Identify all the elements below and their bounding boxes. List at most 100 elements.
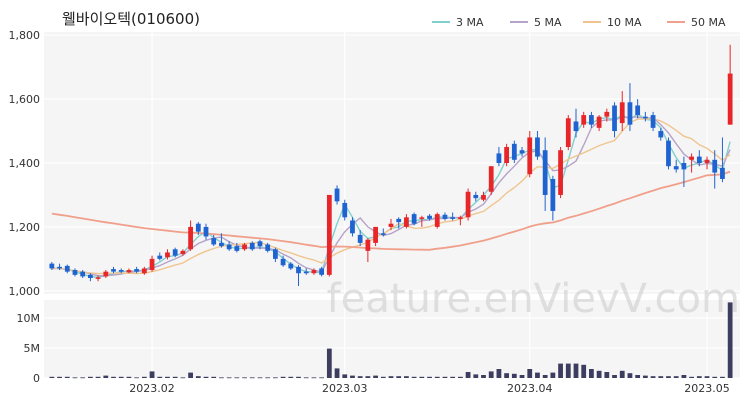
candle-body bbox=[558, 150, 563, 195]
date-tick-label: 2023.04 bbox=[507, 382, 553, 395]
candle-body bbox=[342, 202, 348, 218]
candle-body bbox=[712, 159, 718, 173]
volume-bar bbox=[527, 369, 533, 378]
volume-bar bbox=[573, 363, 579, 378]
price-tick-label: 1,800 bbox=[9, 29, 41, 42]
candle-body bbox=[627, 102, 633, 125]
date-tick-label: 2023.02 bbox=[129, 382, 175, 395]
candle-body bbox=[172, 249, 178, 256]
candle-body bbox=[265, 244, 271, 251]
candle-body bbox=[350, 220, 355, 234]
legend-label: 50 MA bbox=[691, 16, 726, 29]
candle-body bbox=[612, 105, 617, 132]
volume-panel bbox=[44, 300, 740, 378]
candle-body bbox=[88, 274, 93, 279]
candle-body bbox=[450, 217, 456, 219]
candle-body bbox=[457, 217, 463, 219]
volume-bar bbox=[311, 377, 317, 379]
volume-bar bbox=[642, 375, 648, 378]
chart-title: 웰바이오텍(010600) bbox=[62, 10, 200, 28]
volume-bar bbox=[689, 376, 694, 378]
candle-body bbox=[635, 105, 641, 116]
volume-bar bbox=[565, 363, 571, 378]
candle-body bbox=[49, 263, 55, 269]
volume-bar bbox=[658, 376, 664, 378]
volume-tick-label: 10M bbox=[17, 312, 41, 325]
volume-bar bbox=[712, 376, 718, 378]
volume-bar bbox=[342, 374, 348, 378]
ma-line-5 bbox=[51, 116, 731, 277]
candle-body bbox=[95, 277, 101, 279]
candle-body bbox=[573, 121, 579, 132]
volume-bar bbox=[473, 374, 479, 378]
candle-body bbox=[203, 226, 209, 237]
candle-body bbox=[141, 268, 147, 274]
volume-bar bbox=[149, 371, 155, 378]
volume-bar bbox=[64, 376, 70, 378]
candle-body bbox=[473, 194, 479, 199]
volume-bar bbox=[519, 375, 525, 378]
candle-body bbox=[118, 270, 124, 272]
volume-bar bbox=[203, 376, 209, 378]
volume-bar bbox=[165, 376, 170, 378]
volume-bar bbox=[465, 372, 471, 378]
volume-bar bbox=[180, 377, 186, 379]
volume-bar bbox=[604, 372, 610, 378]
date-tick-label: 2023.05 bbox=[684, 382, 730, 395]
volume-bar bbox=[188, 372, 193, 378]
volume-bar bbox=[720, 376, 725, 378]
candle-body bbox=[373, 226, 378, 243]
volume-bar bbox=[673, 376, 679, 378]
volume-bar bbox=[419, 376, 425, 378]
ma-line-50 bbox=[51, 170, 731, 251]
volume-bar bbox=[704, 376, 710, 378]
volume-bar bbox=[326, 348, 332, 378]
candle-body bbox=[496, 153, 502, 163]
candle-body bbox=[689, 156, 694, 160]
price-tick-label: 1,000 bbox=[9, 285, 41, 298]
candle-body bbox=[319, 268, 325, 275]
candle-body bbox=[188, 226, 193, 250]
volume-bar bbox=[488, 371, 494, 378]
date-tick-label: 2023.03 bbox=[322, 382, 368, 395]
volume-bar bbox=[596, 370, 602, 378]
volume-tick-label: 0 bbox=[33, 372, 40, 385]
candle-body bbox=[565, 118, 571, 148]
candle-body bbox=[396, 218, 402, 223]
volume-bar bbox=[558, 363, 563, 378]
volume-tick-label: 5M bbox=[24, 342, 41, 355]
volume-bars bbox=[49, 302, 733, 379]
candle-body bbox=[666, 140, 671, 167]
candle-body bbox=[388, 223, 394, 227]
volume-bar bbox=[88, 376, 93, 378]
candle-body bbox=[511, 143, 517, 160]
volume-bar bbox=[234, 377, 240, 379]
candle-body bbox=[380, 233, 386, 235]
candle-body bbox=[581, 115, 587, 125]
candle-body bbox=[542, 150, 548, 195]
candle-body bbox=[642, 116, 648, 119]
candle-body bbox=[57, 266, 62, 269]
volume-bar bbox=[496, 369, 502, 378]
candle-body bbox=[720, 167, 725, 179]
volume-bar bbox=[481, 375, 486, 378]
volume-bar bbox=[380, 376, 386, 378]
price-tick-label: 1,400 bbox=[9, 157, 41, 170]
candle-body bbox=[527, 137, 533, 175]
candle-body bbox=[550, 178, 556, 211]
volume-bar bbox=[350, 375, 355, 378]
candle-body bbox=[658, 131, 664, 138]
candle-body bbox=[272, 249, 278, 259]
candle-body bbox=[419, 217, 425, 219]
volume-bar bbox=[103, 375, 109, 378]
candle-body bbox=[80, 271, 86, 277]
volume-bar bbox=[134, 377, 140, 379]
volume-bar bbox=[619, 370, 625, 378]
candle-body bbox=[157, 255, 163, 259]
volume-bar bbox=[373, 375, 378, 378]
candle-body bbox=[234, 246, 240, 251]
volume-bar bbox=[365, 376, 371, 378]
candle-body bbox=[103, 271, 109, 277]
candle-body bbox=[596, 116, 602, 128]
